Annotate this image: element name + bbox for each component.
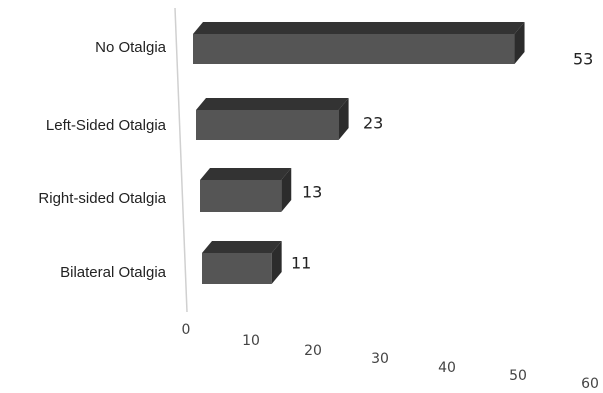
y-axis-line	[174, 7, 188, 313]
bars-group	[193, 22, 525, 284]
category-label: Left-Sided Otalgia	[46, 117, 167, 134]
bar-side-face	[281, 168, 292, 212]
category-label: Right-sided Otalgia	[38, 190, 166, 207]
x-tick-label: 20	[304, 343, 322, 359]
value-label: 23	[363, 114, 383, 133]
bar	[200, 168, 292, 212]
bar-top-face	[196, 98, 349, 110]
x-axis-tick-labels: 0 10 20 30 40 50 60	[182, 322, 599, 392]
x-tick-label: 40	[438, 360, 456, 376]
bar-front-face	[196, 110, 339, 140]
bar-side-face	[271, 241, 282, 284]
bar-front-face	[193, 34, 515, 64]
bar	[193, 22, 525, 64]
category-labels: No Otalgia Left-Sided Otalgia Right-sided …	[38, 39, 166, 281]
x-tick-label: 0	[182, 322, 191, 338]
bar-front-face	[202, 253, 272, 284]
bar-side-face	[338, 98, 349, 140]
bar-top-face	[202, 241, 282, 253]
category-label: No Otalgia	[95, 39, 167, 56]
value-label: 13	[302, 183, 322, 202]
x-tick-label: 60	[581, 376, 599, 392]
value-label: 53	[573, 50, 593, 69]
bar-front-face	[200, 180, 282, 212]
value-label: 11	[291, 254, 311, 273]
bar-top-face	[200, 168, 292, 180]
category-label: Bilateral Otalgia	[60, 264, 167, 281]
bar-top-face	[193, 22, 525, 34]
bar	[196, 98, 349, 140]
value-labels: 53 23 13 11	[291, 50, 593, 273]
bar	[202, 241, 282, 284]
x-tick-label: 50	[509, 368, 527, 384]
x-tick-label: 10	[242, 333, 260, 349]
x-tick-label: 30	[371, 351, 389, 367]
bar-side-face	[514, 22, 525, 64]
